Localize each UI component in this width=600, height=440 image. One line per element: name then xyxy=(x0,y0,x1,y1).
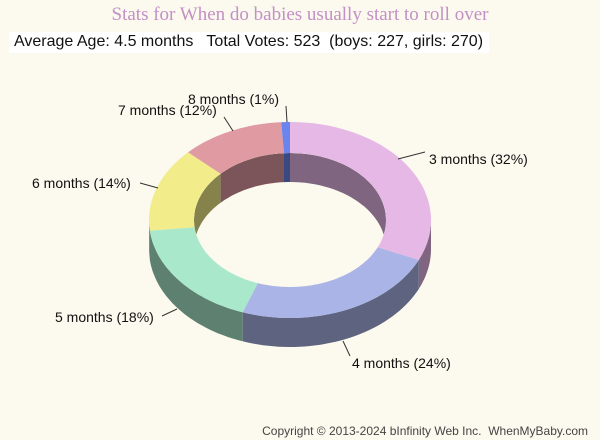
copyright-footer: Copyright © 2013-2024 bInfinity Web Inc.… xyxy=(262,424,588,438)
inner-walls xyxy=(194,153,386,249)
inner-wall-8-months xyxy=(284,153,290,183)
slice-6-months xyxy=(149,152,221,231)
leader-line xyxy=(223,116,234,132)
slice-8-months xyxy=(281,122,290,154)
inner-wall-7-months xyxy=(220,153,284,203)
leader-lines xyxy=(139,105,426,357)
leader-line xyxy=(139,182,159,189)
leader-line xyxy=(161,308,178,317)
chart-title: Stats for When do babies usually start t… xyxy=(111,4,489,25)
slice-label-7-months: 7 months (12%) xyxy=(118,102,217,118)
slice-7-months xyxy=(188,122,284,174)
leader-line xyxy=(397,151,426,160)
slice-label-5-months: 5 months (18%) xyxy=(55,309,154,325)
outer-wall-5-months xyxy=(149,230,243,342)
slice-3-months xyxy=(290,122,431,260)
slice-label-4-months: 4 months (24%) xyxy=(352,355,451,371)
outer-walls xyxy=(149,220,431,347)
outer-wall-4-months xyxy=(242,260,419,347)
inner-wall-6-months xyxy=(194,173,221,249)
outer-wall-6-months xyxy=(149,220,150,260)
leader-line xyxy=(285,105,288,123)
leader-line xyxy=(342,340,351,357)
stats-summary: Average Age: 4.5 months Total Votes: 523… xyxy=(9,32,490,53)
slice-label-3-months: 3 months (32%) xyxy=(429,151,528,167)
slice-5-months xyxy=(149,227,258,313)
slice-4-months xyxy=(242,247,419,318)
inner-wall-3-months xyxy=(290,153,386,249)
slice-label-8-months: 8 months (1%) xyxy=(188,91,280,107)
outer-wall-3-months xyxy=(418,220,431,289)
top-faces xyxy=(149,122,431,318)
slice-label-6-months: 6 months (14%) xyxy=(32,175,131,191)
